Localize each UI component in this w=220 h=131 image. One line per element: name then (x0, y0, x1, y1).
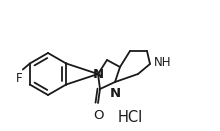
Text: NH: NH (154, 56, 172, 70)
Text: F: F (15, 72, 22, 84)
Text: HCl: HCl (117, 111, 143, 125)
Text: N: N (92, 67, 104, 81)
Text: N: N (109, 87, 121, 100)
Text: O: O (93, 109, 103, 122)
